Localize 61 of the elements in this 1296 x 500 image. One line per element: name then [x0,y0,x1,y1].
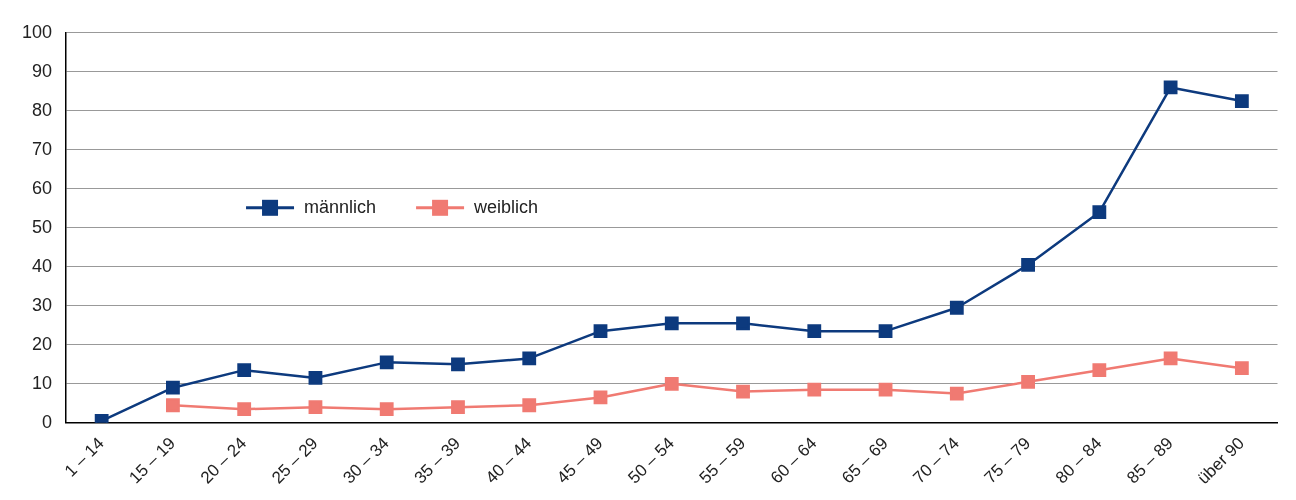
y-tick-label: 60 [32,177,53,198]
point [237,402,252,417]
point [1092,363,1107,378]
point [878,382,893,397]
y-tick-label: 50 [32,216,53,237]
point [451,400,465,415]
point [379,402,394,417]
x-tick-label: 70 – 74 [909,433,963,488]
point [166,380,180,395]
x-tick-label: 15 – 19 [125,433,180,488]
point [593,390,608,405]
x-tick-label: 65 – 69 [838,433,892,488]
x-tick-label: 75 – 79 [980,433,1035,488]
point [308,400,323,415]
point [807,382,822,397]
point [237,363,252,378]
point [166,398,180,413]
point [1092,205,1107,220]
point [1234,361,1249,376]
y-tick-label: 80 [32,99,53,120]
point [949,300,964,315]
y-tick-label: 70 [32,138,53,159]
point [878,324,893,339]
x-tick-label: 45 – 49 [553,433,607,488]
point [1163,351,1178,366]
x-tick-label: 25 – 29 [268,433,322,488]
point [1021,374,1035,389]
y-tick-label: 90 [32,60,53,81]
point [1234,94,1249,108]
y-tick-label: 40 [32,255,53,276]
x-tick-label: 60 – 64 [766,433,821,488]
legend-label: weiblich [473,196,539,217]
x-tick-label: 35 – 39 [410,433,465,488]
point [807,324,822,339]
point [593,324,608,339]
point [664,376,679,391]
point [1163,80,1178,95]
x-tick-label: 1 – 14 [60,433,108,481]
x-tick-label: 55 – 59 [695,433,750,488]
x-tick-label: 85 – 89 [1123,433,1177,488]
point [664,316,679,331]
y-tick-label: 0 [42,411,53,432]
point [522,351,537,366]
y-tick-label: 30 [32,294,53,315]
point [522,398,537,413]
x-tick-label: 40 – 44 [481,433,536,488]
x-tick-label: 20 – 24 [196,433,251,488]
y-tick-label: 100 [21,21,53,42]
point [308,371,323,385]
point [736,316,750,331]
y-tick-label: 10 [32,372,53,393]
legend-label: männlich [304,196,377,217]
point [949,386,964,401]
point [451,357,465,372]
x-tick-label: 80 – 84 [1051,433,1106,488]
point [736,384,750,399]
y-tick-label: 20 [32,333,53,354]
x-tick-label: 30 – 34 [339,433,393,488]
point [1021,257,1035,272]
x-tick-label: 50 – 54 [624,433,678,488]
point [379,355,394,370]
